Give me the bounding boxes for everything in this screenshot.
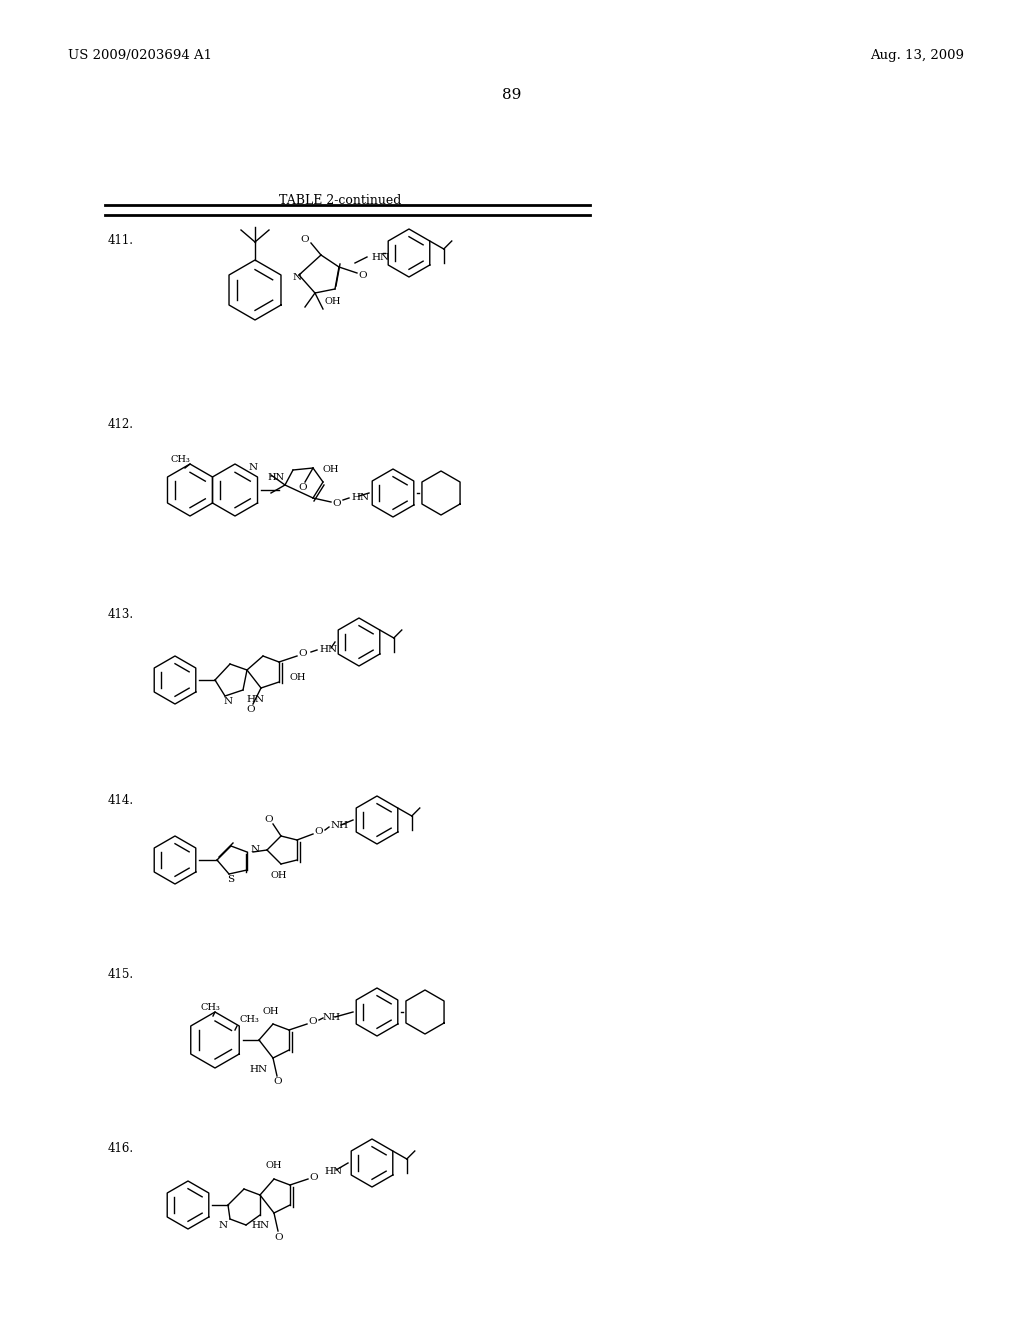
- Text: N: N: [251, 845, 260, 854]
- Text: OH: OH: [270, 871, 288, 880]
- Text: HN: HN: [268, 474, 285, 483]
- Text: O: O: [308, 1018, 317, 1027]
- Text: HN: HN: [252, 1221, 270, 1229]
- Text: O: O: [358, 271, 368, 280]
- Text: CH₃: CH₃: [170, 455, 189, 465]
- Text: OH: OH: [266, 1162, 283, 1171]
- Text: 413.: 413.: [108, 609, 134, 622]
- Text: O: O: [299, 649, 307, 659]
- Text: OH: OH: [289, 673, 305, 682]
- Text: CH₃: CH₃: [240, 1015, 260, 1024]
- Text: N: N: [293, 272, 301, 281]
- Text: O: O: [314, 828, 324, 837]
- Text: HN: HN: [247, 696, 265, 705]
- Text: O: O: [301, 235, 309, 243]
- Text: NH: NH: [331, 821, 349, 830]
- Text: US 2009/0203694 A1: US 2009/0203694 A1: [68, 49, 212, 62]
- Text: 415.: 415.: [108, 969, 134, 982]
- Text: 416.: 416.: [108, 1142, 134, 1155]
- Text: OH: OH: [323, 466, 339, 474]
- Text: Aug. 13, 2009: Aug. 13, 2009: [870, 49, 964, 62]
- Text: HN: HN: [324, 1167, 342, 1176]
- Text: S: S: [227, 875, 234, 884]
- Text: O: O: [274, 1233, 284, 1242]
- Text: N: N: [219, 1221, 228, 1229]
- Text: 411.: 411.: [108, 234, 134, 247]
- Text: HN: HN: [371, 252, 389, 261]
- Text: HN: HN: [250, 1065, 268, 1074]
- Text: OH: OH: [263, 1007, 280, 1016]
- Text: 412.: 412.: [108, 418, 134, 432]
- Text: TABLE 2-continued: TABLE 2-continued: [279, 194, 401, 206]
- Text: HN: HN: [351, 494, 369, 503]
- Text: O: O: [299, 483, 307, 492]
- Text: 89: 89: [503, 88, 521, 102]
- Text: O: O: [273, 1077, 283, 1086]
- Text: CH₃: CH₃: [200, 1003, 220, 1012]
- Text: O: O: [333, 499, 341, 507]
- Text: OH: OH: [325, 297, 341, 306]
- Text: O: O: [264, 814, 273, 824]
- Text: N: N: [249, 463, 258, 473]
- Text: N: N: [223, 697, 232, 705]
- Text: O: O: [247, 705, 255, 714]
- Text: HN: HN: [319, 645, 337, 655]
- Text: NH: NH: [323, 1014, 341, 1023]
- Text: O: O: [309, 1172, 318, 1181]
- Text: 414.: 414.: [108, 793, 134, 807]
